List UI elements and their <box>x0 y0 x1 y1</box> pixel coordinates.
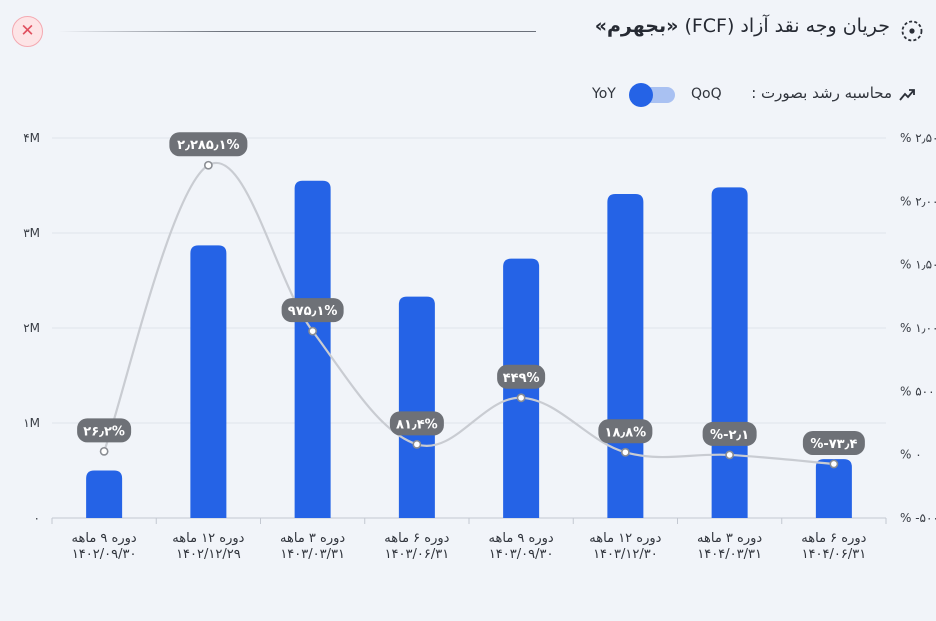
qoq-option[interactable]: QoQ <box>691 86 722 102</box>
x-date-label: ۱۴۰۲/۱۲/۲۹ <box>176 547 241 562</box>
right-tick-label: % ۲٫۰۰۰ <box>900 194 936 208</box>
title-text: جریان وجه نقد آزاد (FCF) <box>684 15 890 37</box>
growth-label: ۲٫۲۸۵٫۱% <box>177 138 239 153</box>
growth-badge <box>281 298 344 323</box>
growth-mode-label: محاسبه رشد بصورت : <box>751 84 892 102</box>
growth-badge <box>389 411 444 436</box>
growth-label: ۸۱٫۴% <box>396 417 438 432</box>
x-date-label: ۱۴۰۴/۰۳/۳۱ <box>697 547 762 562</box>
chart-dots-icon <box>901 20 923 42</box>
left-tick-label: ۰ <box>34 511 40 525</box>
x-period-label: دوره ۶ ماهه <box>384 531 449 546</box>
growth-badge <box>169 132 248 157</box>
x-date-label: ۱۴۰۳/۱۲/۳۰ <box>593 547 658 562</box>
x-period-label: دوره ۳ ماهه <box>280 531 345 546</box>
left-tick-label: ۲M <box>23 321 40 335</box>
x-period-label: دوره ۱۲ ماهه <box>589 531 661 546</box>
x-period-label: دوره ۹ ماهه <box>489 531 554 546</box>
fcf-bar <box>190 245 227 518</box>
growth-badge <box>497 364 546 389</box>
x-period-label: دوره ۶ ماهه <box>801 531 866 546</box>
growth-label: ۲۶٫۲% <box>83 424 125 439</box>
growth-point <box>516 393 526 403</box>
growth-label: %-۷۳٫۴ <box>810 437 857 452</box>
growth-mode-toggle[interactable] <box>629 83 675 107</box>
page-title: جریان وجه نقد آزاد (FCF) «بجهرم» <box>595 15 890 37</box>
x-period-label: دوره ۹ ماهه <box>72 531 137 546</box>
trend-up-icon <box>899 89 915 101</box>
growth-point <box>725 450 735 460</box>
growth-badge <box>802 430 865 455</box>
x-date-label: ۱۴۰۴/۰۶/۳۱ <box>802 547 867 562</box>
company-name: «بجهرم» <box>594 15 679 37</box>
growth-point <box>620 447 630 457</box>
growth-point <box>829 459 839 469</box>
fcf-bar <box>398 296 435 518</box>
growth-point <box>308 326 318 336</box>
close-button[interactable]: ✕ <box>12 16 43 47</box>
growth-point <box>412 439 422 449</box>
right-tick-label: % ۲٫۵۰۰ <box>900 131 936 145</box>
x-date-label: ۱۴۰۳/۰۶/۳۱ <box>385 547 450 562</box>
toggle-knob[interactable] <box>629 83 653 107</box>
growth-badge <box>702 421 757 446</box>
fcf-bar <box>815 459 852 518</box>
right-tick-label: % -۵۰۰ <box>900 511 936 525</box>
x-period-label: دوره ۱۲ ماهه <box>172 531 244 546</box>
x-date-label: ۱۴۰۲/۰۹/۳۰ <box>72 547 137 562</box>
right-tick-label: % ۰ <box>900 448 922 462</box>
growth-point <box>99 446 109 456</box>
growth-label: ۹۷۵٫۱% <box>288 304 338 319</box>
left-tick-label: ۱M <box>23 416 40 430</box>
growth-badge <box>77 418 132 443</box>
x-date-label: ۱۴۰۳/۰۹/۳۰ <box>489 547 554 562</box>
growth-badge <box>598 419 653 444</box>
left-tick-label: ۳M <box>23 226 40 240</box>
right-tick-label: % ۱٫۵۰۰ <box>900 258 936 272</box>
growth-label: ۱۸٫۸% <box>605 425 647 440</box>
growth-point <box>203 160 213 170</box>
x-date-label: ۱۴۰۳/۰۳/۳۱ <box>280 547 345 562</box>
fcf-bar <box>86 470 123 518</box>
growth-label: %-۲٫۱ <box>710 428 749 443</box>
yoy-option[interactable]: YoY <box>592 86 616 102</box>
right-tick-label: % ۵۰۰ <box>900 384 935 398</box>
left-tick-label: ۴M <box>23 131 40 145</box>
fcf-bar <box>607 194 644 519</box>
right-tick-label: % ۱٫۰۰۰ <box>900 321 936 335</box>
header-divider <box>58 31 536 32</box>
fcf-bar <box>294 180 331 518</box>
fcf-bar <box>711 187 748 518</box>
growth-label: ۴۴۹% <box>503 371 540 386</box>
x-period-label: دوره ۳ ماهه <box>697 531 762 546</box>
